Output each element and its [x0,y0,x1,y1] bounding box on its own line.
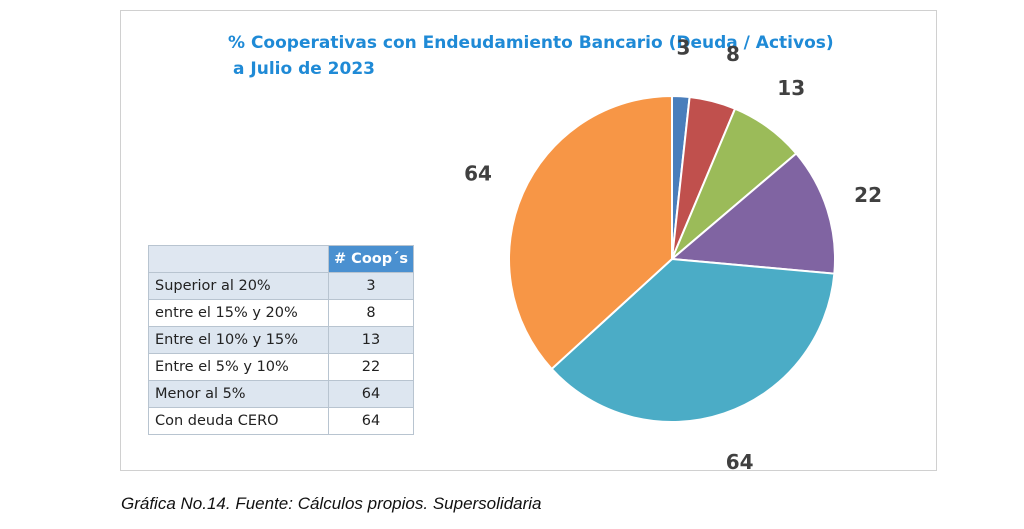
table-row-label: Menor al 5% [148,380,329,408]
table-header-row: # Coop´s [148,245,414,273]
pie-slice-label: 13 [777,76,805,100]
pie-slice-label: 64 [726,450,754,474]
pie-slice [508,94,673,371]
table-row-label: Entre el 5% y 10% [148,353,329,381]
chart-title-line1: % Cooperativas con Endeudamiento Bancari… [228,33,834,53]
table-row: Menor al 5% 64 [148,380,414,408]
table-row-value: 3 [328,272,414,300]
table-header-blank [148,245,329,273]
table-row-value: 22 [328,353,414,381]
table-row: Con deuda CERO 64 [148,407,414,435]
pie-slice-label: 3 [677,35,691,59]
table-row-label: Con deuda CERO [148,407,329,435]
data-table: # Coop´s Superior al 20% 3 entre el 15% … [148,245,414,435]
chart-title: % Cooperativas con Endeudamiento Bancari… [228,30,868,82]
pie-slice [669,152,836,275]
figure-caption: Gráfica No.14. Fuente: Cálculos propios.… [121,494,542,513]
table-row-value: 64 [328,407,414,435]
pie-slice-label: 22 [854,183,882,207]
table-header-value: # Coop´s [328,245,414,273]
pie-slice-label: 64 [464,161,492,185]
pie-slice-label: 8 [726,42,740,66]
table-row: entre el 15% y 20% 8 [148,299,414,327]
table-row-value: 64 [328,380,414,408]
table-row-value: 8 [328,299,414,327]
table-row-label: entre el 15% y 20% [148,299,329,327]
pie-slice [550,257,836,423]
table-row-label: Entre el 10% y 15% [148,326,329,354]
table-row: Entre el 5% y 10% 22 [148,353,414,381]
table-row: Entre el 10% y 15% 13 [148,326,414,354]
chart-title-line2: a Julio de 2023 [233,59,376,79]
pie-chart: 3 8 13 22 64 64 [464,35,882,474]
table-row-value: 13 [328,326,414,354]
table-row: Superior al 20% 3 [148,272,414,300]
table-row-label: Superior al 20% [148,272,329,300]
